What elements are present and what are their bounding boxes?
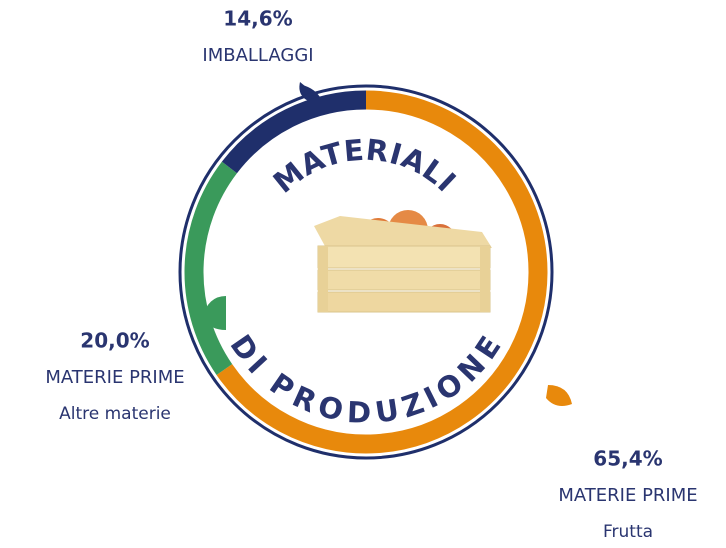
center-title-text: MATERIALI [267,132,462,199]
category-label: MATERIE PRIME [558,485,697,506]
crate-illustration [314,210,492,313]
leaf [546,385,572,406]
category-label: IMBALLAGGI [202,45,313,66]
category-label: MATERIE PRIME [45,367,184,388]
sub-label: Frutta [603,522,653,542]
outer-ring [178,84,554,460]
center-title: MATERIALI [267,132,464,199]
donut-segment [221,90,367,174]
value-label: 65,4% [593,447,662,471]
donut-segment [184,161,238,375]
sub-label: Altre materie [59,404,171,424]
value-label: 20,0% [80,329,149,353]
value-label: 14,6% [223,7,292,31]
donut-segment [216,90,548,454]
